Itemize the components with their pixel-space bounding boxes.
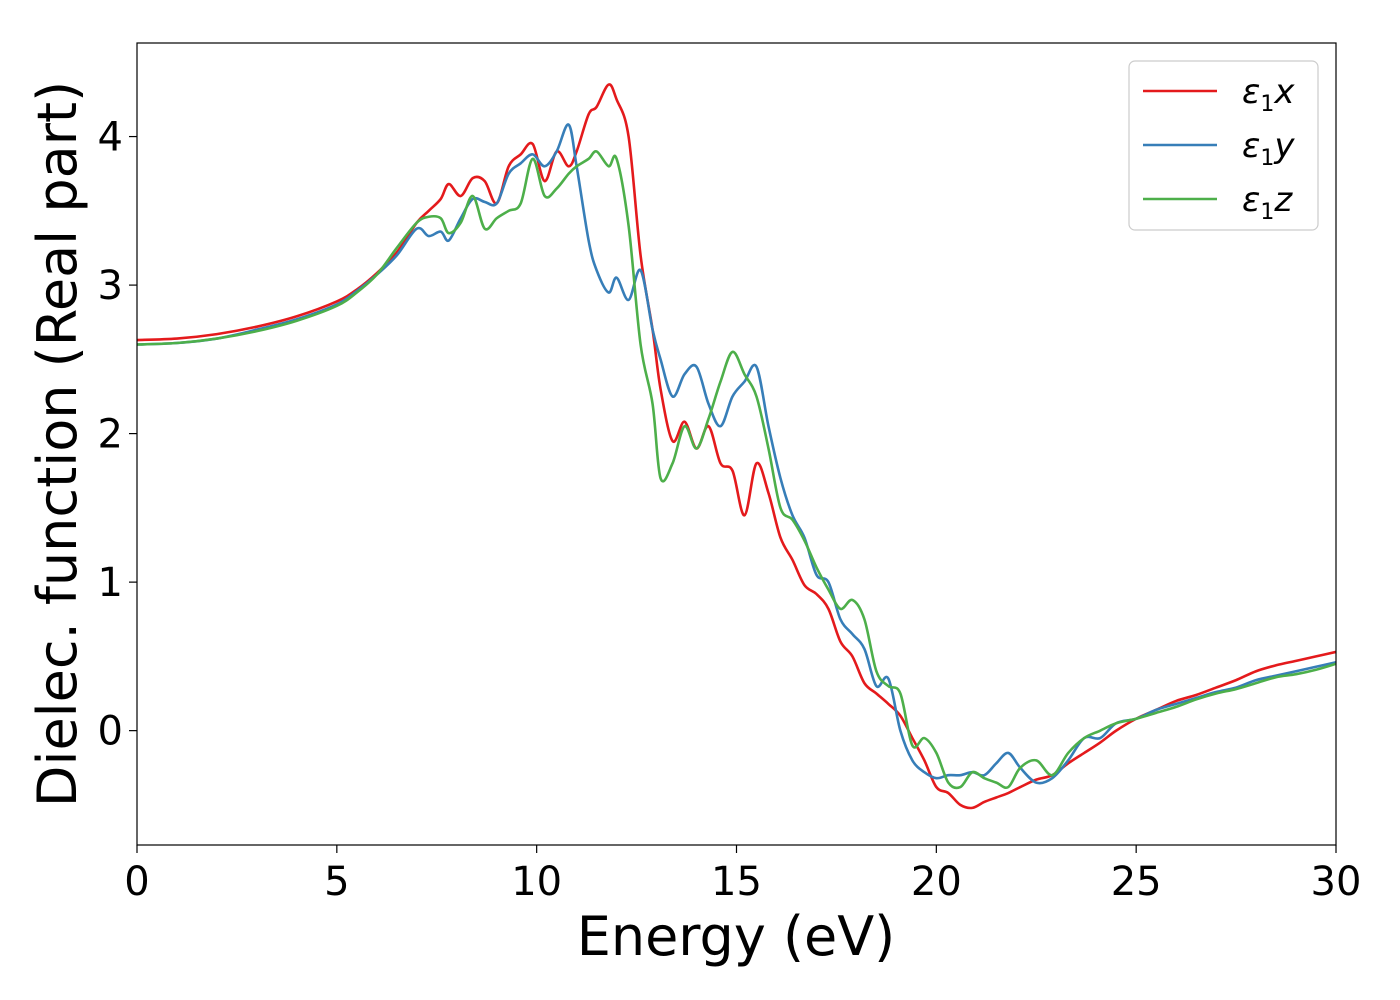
legend-label-z: ε1z	[1242, 180, 1293, 225]
y-axis: 0 1 2 3 4	[98, 115, 137, 755]
y-tick-label: 1	[98, 560, 123, 606]
series-line-x	[137, 83, 1336, 810]
x-tick-label: 20	[911, 859, 962, 905]
y-tick-label: 4	[98, 115, 123, 161]
x-tick-label: 0	[124, 859, 149, 905]
x-tick-label: 10	[511, 859, 562, 905]
y-axis-title: Dielec. function (Real part)	[26, 81, 89, 807]
x-tick-label: 30	[1311, 859, 1362, 905]
x-tick-label: 5	[324, 859, 349, 905]
x-axis-title: Energy (eV)	[577, 905, 896, 968]
series-line-z	[137, 149, 1336, 790]
series-layer	[137, 83, 1336, 810]
x-tick-label: 15	[711, 859, 762, 905]
y-tick-label: 3	[98, 263, 123, 309]
legend: ε1x ε1y ε1z	[1128, 60, 1319, 231]
legend-label-y: ε1y	[1242, 126, 1295, 171]
x-axis: 0 5 10 15 20 25 30	[124, 845, 1361, 905]
legend-label-x: ε1x	[1242, 72, 1295, 117]
y-tick-label: 2	[98, 412, 123, 458]
x-tick-label: 25	[1111, 859, 1162, 905]
legend-box	[1128, 60, 1319, 231]
y-tick-label: 0	[98, 709, 123, 755]
